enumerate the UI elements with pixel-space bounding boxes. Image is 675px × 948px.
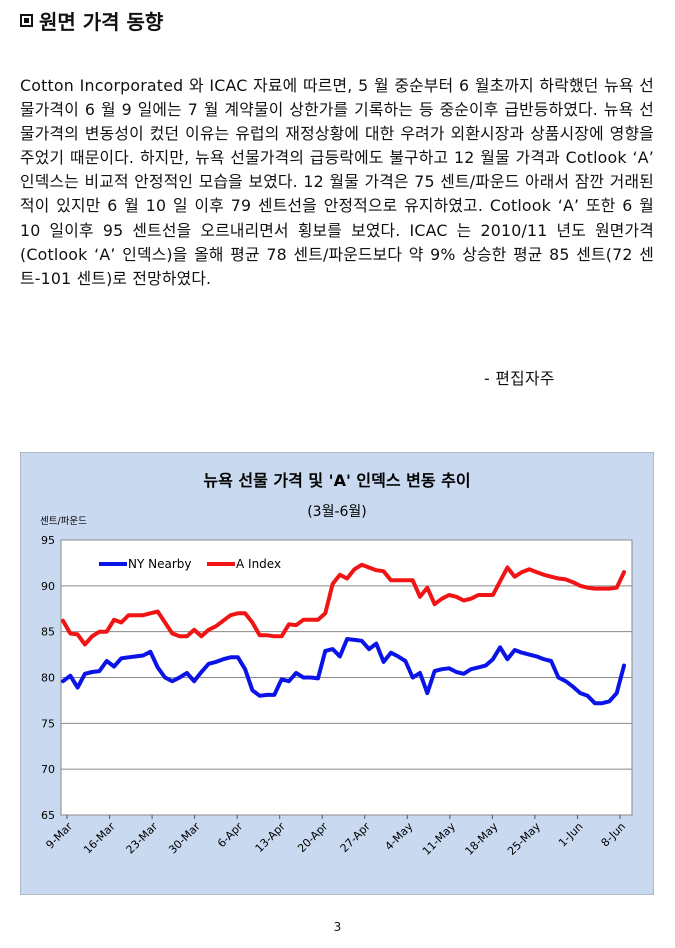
page-number: 3: [333, 920, 342, 934]
body-paragraph: Cotton Incorporated 와 ICAC 자료에 따르면, 5 월 …: [20, 74, 654, 291]
section-heading-text: 원면 가격 동향: [39, 10, 164, 34]
y-tick-label: 70: [41, 763, 55, 776]
legend-label-ny-nearby: NY Nearby: [128, 557, 192, 571]
y-axis-label: 센트/파운드: [40, 516, 87, 527]
square-bullet-icon: [20, 14, 33, 27]
y-tick-label: 75: [41, 717, 55, 730]
section-heading: 원면 가격 동향: [20, 6, 163, 35]
series-line-ny-nearby: [61, 637, 626, 706]
series-line-a-index: [61, 562, 626, 647]
chart-title: 뉴욕 선물 가격 및 'A' 인덱스 변동 추이: [203, 471, 470, 490]
y-tick-label: 95: [41, 534, 55, 547]
y-tick-label: 80: [41, 672, 55, 685]
editor-note: - 편집자주: [484, 369, 555, 388]
y-tick-label: 90: [41, 580, 55, 593]
price-chart-svg: 뉴욕 선물 가격 및 'A' 인덱스 변동 추이 (3월-6월) 센트/파운드 …: [19, 451, 655, 896]
legend-label-a-index: A Index: [236, 557, 281, 571]
price-chart: 뉴욕 선물 가격 및 'A' 인덱스 변동 추이 (3월-6월) 센트/파운드 …: [19, 451, 655, 896]
chart-subtitle: (3월-6월): [307, 504, 367, 520]
y-tick-label: 65: [41, 809, 55, 822]
y-tick-label: 85: [41, 626, 55, 639]
body-paragraph-text: Cotton Incorporated 와 ICAC 자료에 따르면, 5 월 …: [20, 76, 654, 288]
